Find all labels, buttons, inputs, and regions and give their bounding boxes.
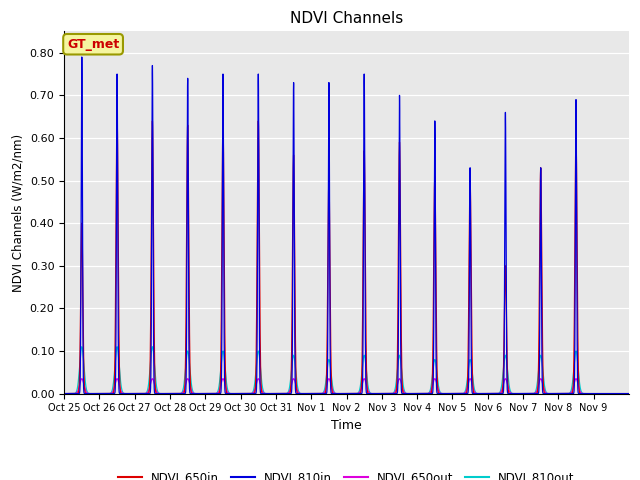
Line: NDVI_650out: NDVI_650out: [64, 379, 629, 394]
NDVI_810in: [625, 391, 633, 396]
NDVI_810in: [596, 391, 604, 396]
NDVI_810in: [60, 391, 68, 396]
NDVI_810in: [89, 391, 97, 396]
NDVI_810in: [479, 391, 487, 396]
NDVI_810out: [78, 344, 86, 349]
NDVI_810in: [509, 391, 517, 396]
Y-axis label: NDVI Channels (W/m2/nm): NDVI Channels (W/m2/nm): [11, 133, 24, 291]
NDVI_650out: [394, 378, 402, 384]
Text: GT_met: GT_met: [67, 38, 119, 51]
X-axis label: Time: Time: [331, 419, 362, 432]
NDVI_810in: [78, 54, 86, 60]
NDVI_810out: [479, 391, 487, 396]
NDVI_810out: [265, 391, 273, 396]
NDVI_650out: [509, 391, 517, 396]
NDVI_810in: [394, 329, 402, 335]
NDVI_650in: [60, 391, 68, 396]
NDVI_650in: [265, 391, 273, 396]
NDVI_650out: [265, 391, 273, 396]
NDVI_650out: [625, 391, 633, 396]
NDVI_810in: [419, 391, 427, 396]
NDVI_810out: [419, 391, 427, 396]
NDVI_650in: [509, 391, 517, 396]
NDVI_650out: [78, 376, 86, 382]
NDVI_810out: [625, 391, 633, 396]
NDVI_650in: [479, 391, 487, 396]
Legend: NDVI_650in, NDVI_810in, NDVI_650out, NDVI_810out: NDVI_650in, NDVI_810in, NDVI_650out, NDV…: [113, 467, 580, 480]
NDVI_650out: [479, 391, 487, 396]
NDVI_810out: [394, 358, 402, 363]
NDVI_810out: [89, 391, 97, 396]
NDVI_810out: [60, 391, 68, 396]
NDVI_650in: [613, 391, 621, 396]
Line: NDVI_650in: NDVI_650in: [64, 117, 629, 394]
NDVI_650out: [419, 391, 427, 396]
NDVI_650out: [60, 391, 68, 396]
NDVI_650in: [89, 391, 97, 396]
NDVI_650in: [625, 391, 633, 396]
NDVI_650in: [394, 249, 402, 254]
Line: NDVI_810out: NDVI_810out: [64, 347, 629, 394]
NDVI_650out: [89, 391, 97, 396]
Title: NDVI Channels: NDVI Channels: [290, 11, 403, 26]
NDVI_650in: [419, 391, 427, 396]
NDVI_650in: [113, 114, 121, 120]
Line: NDVI_810in: NDVI_810in: [64, 57, 629, 394]
NDVI_810out: [509, 391, 517, 396]
NDVI_810in: [265, 391, 273, 396]
